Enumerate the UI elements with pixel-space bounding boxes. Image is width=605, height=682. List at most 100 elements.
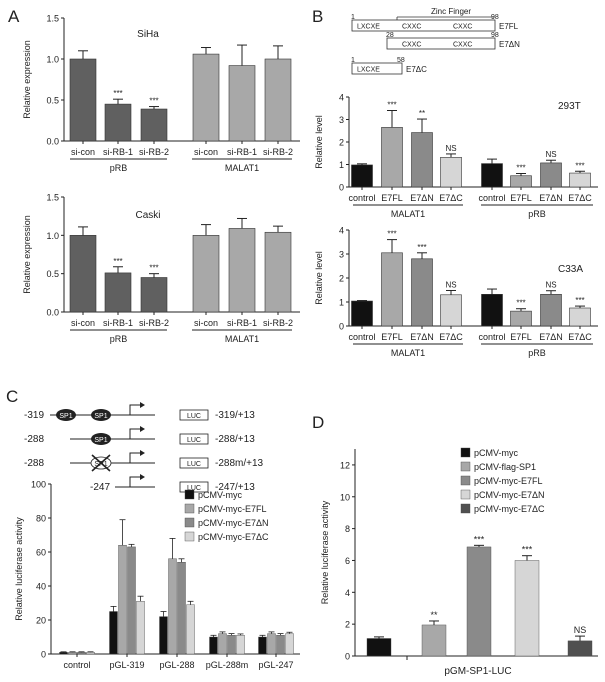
legend-swatch xyxy=(460,475,471,486)
bar xyxy=(411,258,433,327)
e7dc-lxcxe: LXCXE xyxy=(357,67,380,74)
y-tick-label: 10 xyxy=(340,492,350,502)
x-tick-label: E7ΔN xyxy=(410,332,434,342)
x-tick-label: si-RB-2 xyxy=(139,318,169,328)
bar xyxy=(285,633,294,655)
construct-1-luc xyxy=(179,409,209,421)
bar xyxy=(68,652,77,655)
x-tick-label: si-con xyxy=(194,147,218,157)
e7dc-name: E7ΔC xyxy=(406,65,427,74)
significance-mark: NS xyxy=(445,280,456,289)
e7dn-cxxc-2: CXXC xyxy=(453,42,472,49)
construct-3-start: -288 xyxy=(24,458,44,469)
x-tick-label: pGL-288m xyxy=(206,660,249,670)
e7dn-end: 98 xyxy=(491,32,499,39)
significance-mark: *** xyxy=(516,299,525,308)
construct-2-luc-label: LUC xyxy=(187,437,201,444)
y-tick-label: 1 xyxy=(339,298,344,308)
x-tick-label: pGL-288 xyxy=(159,660,194,670)
legend-label: pCMV-myc xyxy=(474,448,519,458)
bar xyxy=(140,108,168,142)
construct-1-tss-arrow xyxy=(129,404,140,415)
bar xyxy=(118,545,127,655)
construct-4-start: -247 xyxy=(90,482,110,493)
significance-mark: *** xyxy=(149,97,158,106)
y-tick-label: 20 xyxy=(36,616,46,626)
bar xyxy=(136,601,145,655)
e7fl-end: 98 xyxy=(491,14,499,21)
bar xyxy=(569,307,591,327)
legend-label: pCMV-myc-E7FL xyxy=(474,476,543,486)
chart-pgm-sp1-luc: 0 2 4 6 8 10 12 Relative luciferase activity pCM… xyxy=(320,447,598,677)
bar xyxy=(540,162,562,188)
legend-label: pCMV-myc-E7ΔN xyxy=(198,518,269,528)
e7fl-name: E7FL xyxy=(499,22,519,31)
construct-1-luc-label: LUC xyxy=(187,413,201,420)
y-tick-label: 0.0 xyxy=(46,308,59,318)
group-label: MALAT1 xyxy=(391,348,425,358)
y-axis-label: Relative level xyxy=(314,115,324,169)
bar xyxy=(381,127,403,188)
legend-swatch xyxy=(460,461,471,472)
legend-swatch xyxy=(460,489,471,500)
group-label: pRB xyxy=(110,163,128,173)
bar xyxy=(440,157,462,188)
group-label: pRB xyxy=(528,209,546,219)
construct-3-sp1-label: SP1 xyxy=(94,461,107,468)
chart-c33a: 0 1 2 3 4 Relative level C33A control *** E7FL ***… xyxy=(314,226,598,358)
e7fl-start: 1 xyxy=(351,14,355,21)
construct-3-range: -288m/+13 xyxy=(215,458,264,469)
y-tick-label: 0 xyxy=(339,183,344,193)
bar xyxy=(140,277,168,313)
bar xyxy=(411,132,433,188)
y-tick-label: 2 xyxy=(339,274,344,284)
bar xyxy=(159,616,168,655)
y-tick-label: 2 xyxy=(345,620,350,630)
x-tick-label: E7FL xyxy=(510,193,532,203)
x-axis-label: pGM-SP1-LUC xyxy=(444,666,511,677)
e7dc-end: 58 xyxy=(397,57,405,64)
y-tick-label: 1.5 xyxy=(46,193,59,203)
construct-2-luc xyxy=(179,433,209,445)
bar xyxy=(127,546,136,655)
construct-1-sp1-site-1 xyxy=(56,409,76,421)
promoter-construct-diagram: -319 SP1 SP1 LUC -319/+13 -288 SP1 LUC -… xyxy=(24,402,264,493)
bar xyxy=(109,611,118,655)
legend-swatch xyxy=(184,517,195,528)
significance-mark: NS xyxy=(574,625,587,635)
bar xyxy=(264,58,292,142)
construct-2-tss-arrow xyxy=(129,428,140,439)
legend-label: pCMV-flag-SP1 xyxy=(474,462,536,472)
bar xyxy=(86,652,95,655)
bar xyxy=(351,300,373,327)
chart-luciferase-constructs: 0 20 40 60 80 100 Relative luciferase activity… xyxy=(14,480,300,670)
significance-mark: *** xyxy=(575,296,584,305)
legend-label: pCMV-myc-E7ΔC xyxy=(198,532,269,542)
group-label: MALAT1 xyxy=(225,334,259,344)
x-tick-label: E7FL xyxy=(381,193,403,203)
y-tick-label: 80 xyxy=(36,514,46,524)
legend-label: pCMV-myc xyxy=(198,490,243,500)
y-axis-label: Relative level xyxy=(314,251,324,305)
bar xyxy=(421,624,447,657)
construct-1-sp1-site-2 xyxy=(91,409,111,421)
bar xyxy=(186,604,195,655)
construct-3-luc-label: LUC xyxy=(187,461,201,468)
y-tick-label: 3 xyxy=(339,250,344,260)
significance-mark: *** xyxy=(417,243,426,252)
construct-3-luc xyxy=(179,457,209,469)
y-tick-label: 3 xyxy=(339,115,344,125)
construct-1-range: -319/+13 xyxy=(215,410,255,421)
bar xyxy=(569,172,591,188)
e7-domain-diagram: Zinc Finger 1 98 LXCXE CXXC CXXC E7FL 28… xyxy=(351,7,520,75)
chart-293t: 0 1 2 3 4 Relative level 293T control *** E7FL ** E… xyxy=(314,93,598,219)
significance-mark: *** xyxy=(387,230,396,239)
y-tick-label: 1 xyxy=(339,160,344,170)
y-axis-label: Relative expression xyxy=(22,215,32,294)
y-tick-label: 4 xyxy=(339,226,344,236)
significance-mark: *** xyxy=(113,89,122,98)
bar xyxy=(104,103,132,142)
y-tick-label: 60 xyxy=(36,548,46,558)
bar xyxy=(218,633,227,655)
bar xyxy=(228,65,256,142)
